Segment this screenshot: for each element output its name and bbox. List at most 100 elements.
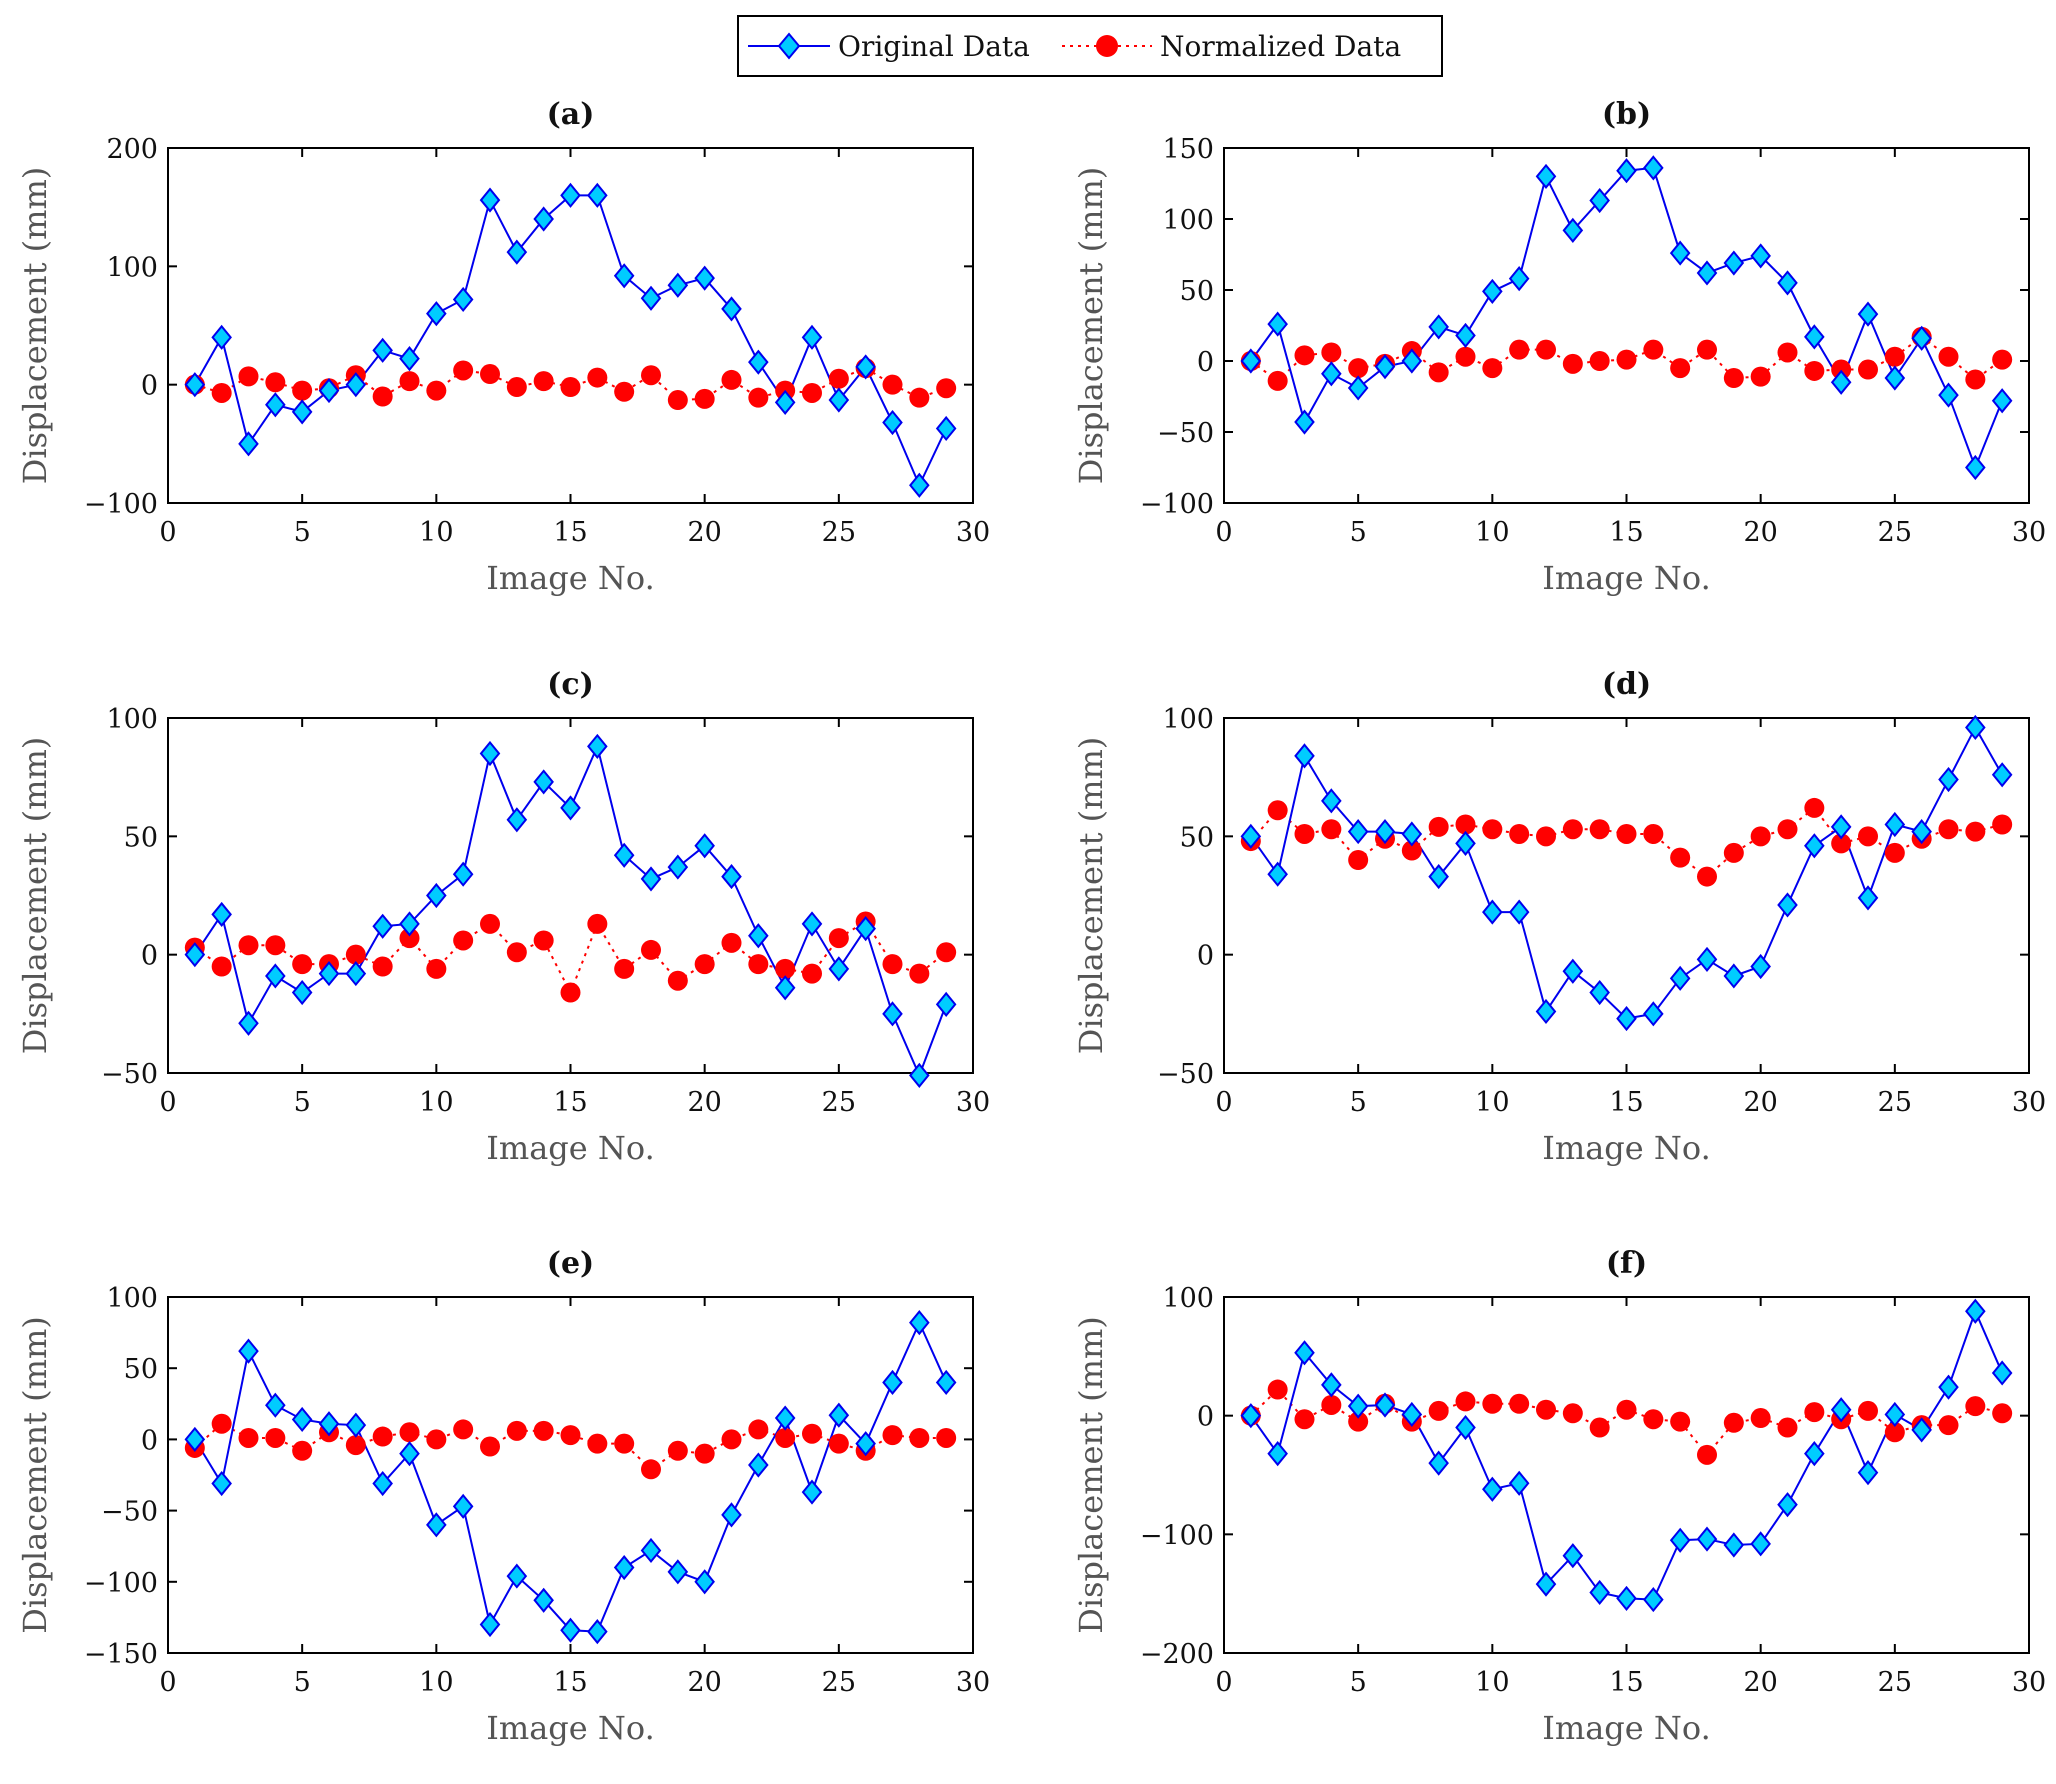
original-point (1321, 361, 1342, 387)
original-point (1267, 311, 1288, 337)
original-point (238, 1338, 259, 1364)
original-point (1643, 1001, 1664, 1027)
original-series-line-a (193, 194, 948, 488)
original-point (1535, 163, 1557, 189)
normalized-point (936, 378, 957, 399)
x-tick-label: 25 (822, 1667, 856, 1698)
original-point (452, 861, 474, 887)
x-tick-label: 5 (1350, 1087, 1367, 1118)
normalized-point (372, 956, 393, 977)
y-tick-label: −50 (1157, 418, 1214, 449)
normalized-point (506, 942, 527, 963)
original-point (694, 1569, 715, 1595)
y-tick-label: −200 (1140, 1639, 1214, 1670)
normalized-point (1482, 1393, 1503, 1414)
normalized-point (1536, 1399, 1556, 1420)
original-point (1830, 369, 1852, 395)
normalized-point (560, 377, 581, 398)
y-tick-label: 50 (124, 1354, 158, 1385)
normalized-point (533, 930, 554, 951)
original-point (1294, 743, 1315, 769)
normalized-point (1804, 1402, 1825, 1423)
original-point (1696, 260, 1718, 286)
normalized-point (1509, 339, 1530, 360)
y-tick-label: 200 (106, 134, 158, 165)
plot-frame-c (167, 717, 974, 1074)
normalized-point (1321, 342, 1342, 363)
y-tick-label: 100 (1162, 704, 1214, 735)
original-point (1428, 863, 1449, 890)
normalized-point (882, 1425, 903, 1446)
original-point (1482, 1476, 1503, 1502)
x-tick-label: 20 (687, 1087, 721, 1118)
original-point (1535, 998, 1557, 1025)
original-point (1616, 1005, 1637, 1032)
original-point (1482, 899, 1503, 925)
x-tick-label: 5 (294, 1087, 311, 1118)
original-point (1857, 1460, 1879, 1486)
original-point (372, 913, 393, 939)
original-point (855, 1431, 876, 1457)
normalized-point (1992, 814, 2013, 835)
x-tick-label: 10 (419, 517, 453, 548)
normalized-point (1777, 819, 1798, 840)
normalized-point (721, 932, 742, 953)
original-point (1508, 266, 1530, 292)
normalized-point (1482, 358, 1503, 379)
original-point (587, 1619, 608, 1645)
original-point (560, 795, 581, 821)
normalized-point (1616, 349, 1637, 370)
original-point (184, 372, 206, 398)
original-point (774, 1405, 796, 1431)
y-tick-label: −150 (84, 1639, 158, 1670)
original-point (1884, 1401, 1906, 1428)
x-tick-label: 15 (553, 1087, 587, 1118)
normalized-point (345, 944, 366, 965)
legend-original-label: Original Data (838, 30, 1030, 63)
x-tick-label: 25 (822, 1087, 856, 1118)
normalized-point (1831, 359, 1852, 380)
original-point (211, 901, 232, 928)
original-point (1991, 762, 2013, 788)
y-tick-label: 50 (124, 822, 158, 853)
y-tick-label: 100 (106, 704, 158, 735)
original-point (1455, 830, 1476, 857)
normalized-point (1831, 833, 1852, 854)
normalized-point (1267, 800, 1288, 821)
original-point (345, 372, 367, 398)
normalized-point (641, 365, 661, 386)
original-point (801, 911, 823, 937)
original-point (1267, 1441, 1288, 1467)
normalized-point (641, 939, 661, 960)
normalized-point (1616, 1399, 1637, 1420)
normalized-point (614, 958, 635, 979)
normalized-point (533, 371, 554, 392)
normalized-point (1348, 1411, 1369, 1432)
normalized-point (909, 963, 930, 984)
original-point (1321, 788, 1342, 814)
original-point (1374, 354, 1396, 380)
normalized-point (1858, 359, 1878, 380)
original-point (801, 324, 823, 350)
original-point (1294, 409, 1315, 435)
y-tick-label: 0 (141, 371, 158, 402)
original-point (1508, 1470, 1530, 1496)
y-tick-label: 0 (141, 1425, 158, 1456)
original-point (1911, 1417, 1932, 1443)
y-tick-label: 100 (106, 1283, 158, 1314)
y-tick-label: 100 (1162, 205, 1214, 236)
original-point (587, 733, 608, 759)
x-axis-label-c: Image No. (486, 1129, 655, 1167)
original-point (1857, 301, 1879, 327)
original-point (1804, 833, 1825, 859)
x-tick-label: 20 (687, 1667, 721, 1698)
normalized-point (748, 387, 769, 408)
original-point (1696, 1526, 1718, 1552)
panel-title-b: (b) (1602, 97, 1651, 132)
x-axis-label-e: Image No. (486, 1709, 655, 1747)
y-tick-label: 150 (1162, 134, 1214, 165)
original-point (1669, 1527, 1691, 1553)
original-point (265, 392, 286, 418)
